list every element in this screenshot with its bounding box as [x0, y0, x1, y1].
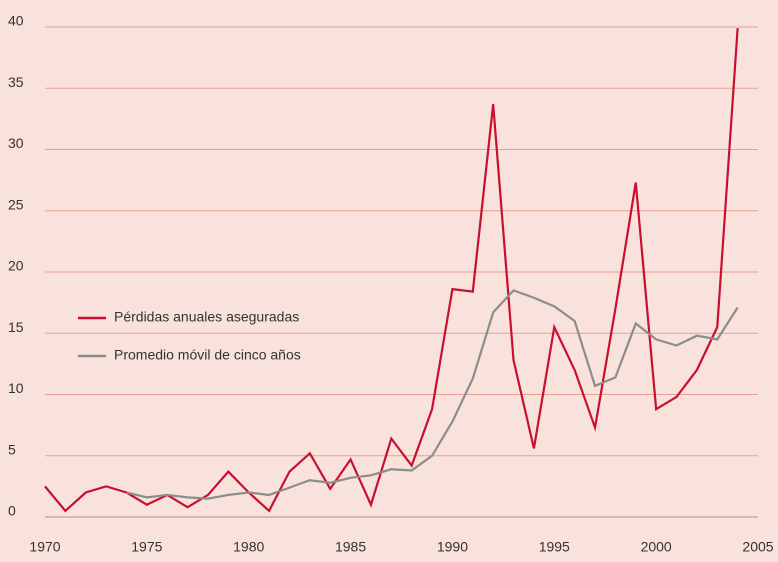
series-line: [44, 28, 739, 513]
legend-label: Promedio móvil de cinco años: [114, 347, 301, 363]
y-tick-label: 30: [8, 135, 24, 151]
x-tick-label: 1980: [233, 539, 264, 555]
x-tick-label: 1990: [437, 539, 468, 555]
x-tick-label: 1970: [29, 539, 60, 555]
series-line: [126, 289, 739, 500]
y-tick-label: 20: [8, 258, 24, 274]
y-tick-label: 5: [8, 441, 16, 457]
y-tick-label: 15: [8, 319, 24, 335]
y-tick-label: 10: [8, 380, 24, 396]
x-tick-label: 1975: [131, 539, 162, 555]
y-tick-label: 25: [8, 196, 24, 212]
y-tick-label: 40: [8, 13, 24, 29]
legend-label: Pérdidas anuales aseguradas: [114, 309, 299, 325]
y-tick-label: 35: [8, 74, 24, 90]
y-tick-label: 0: [8, 503, 16, 519]
x-tick-label: 2000: [641, 539, 672, 555]
x-tick-label: 1995: [539, 539, 570, 555]
x-tick-label: 2005: [742, 539, 773, 555]
x-tick-label: 1985: [335, 539, 366, 555]
